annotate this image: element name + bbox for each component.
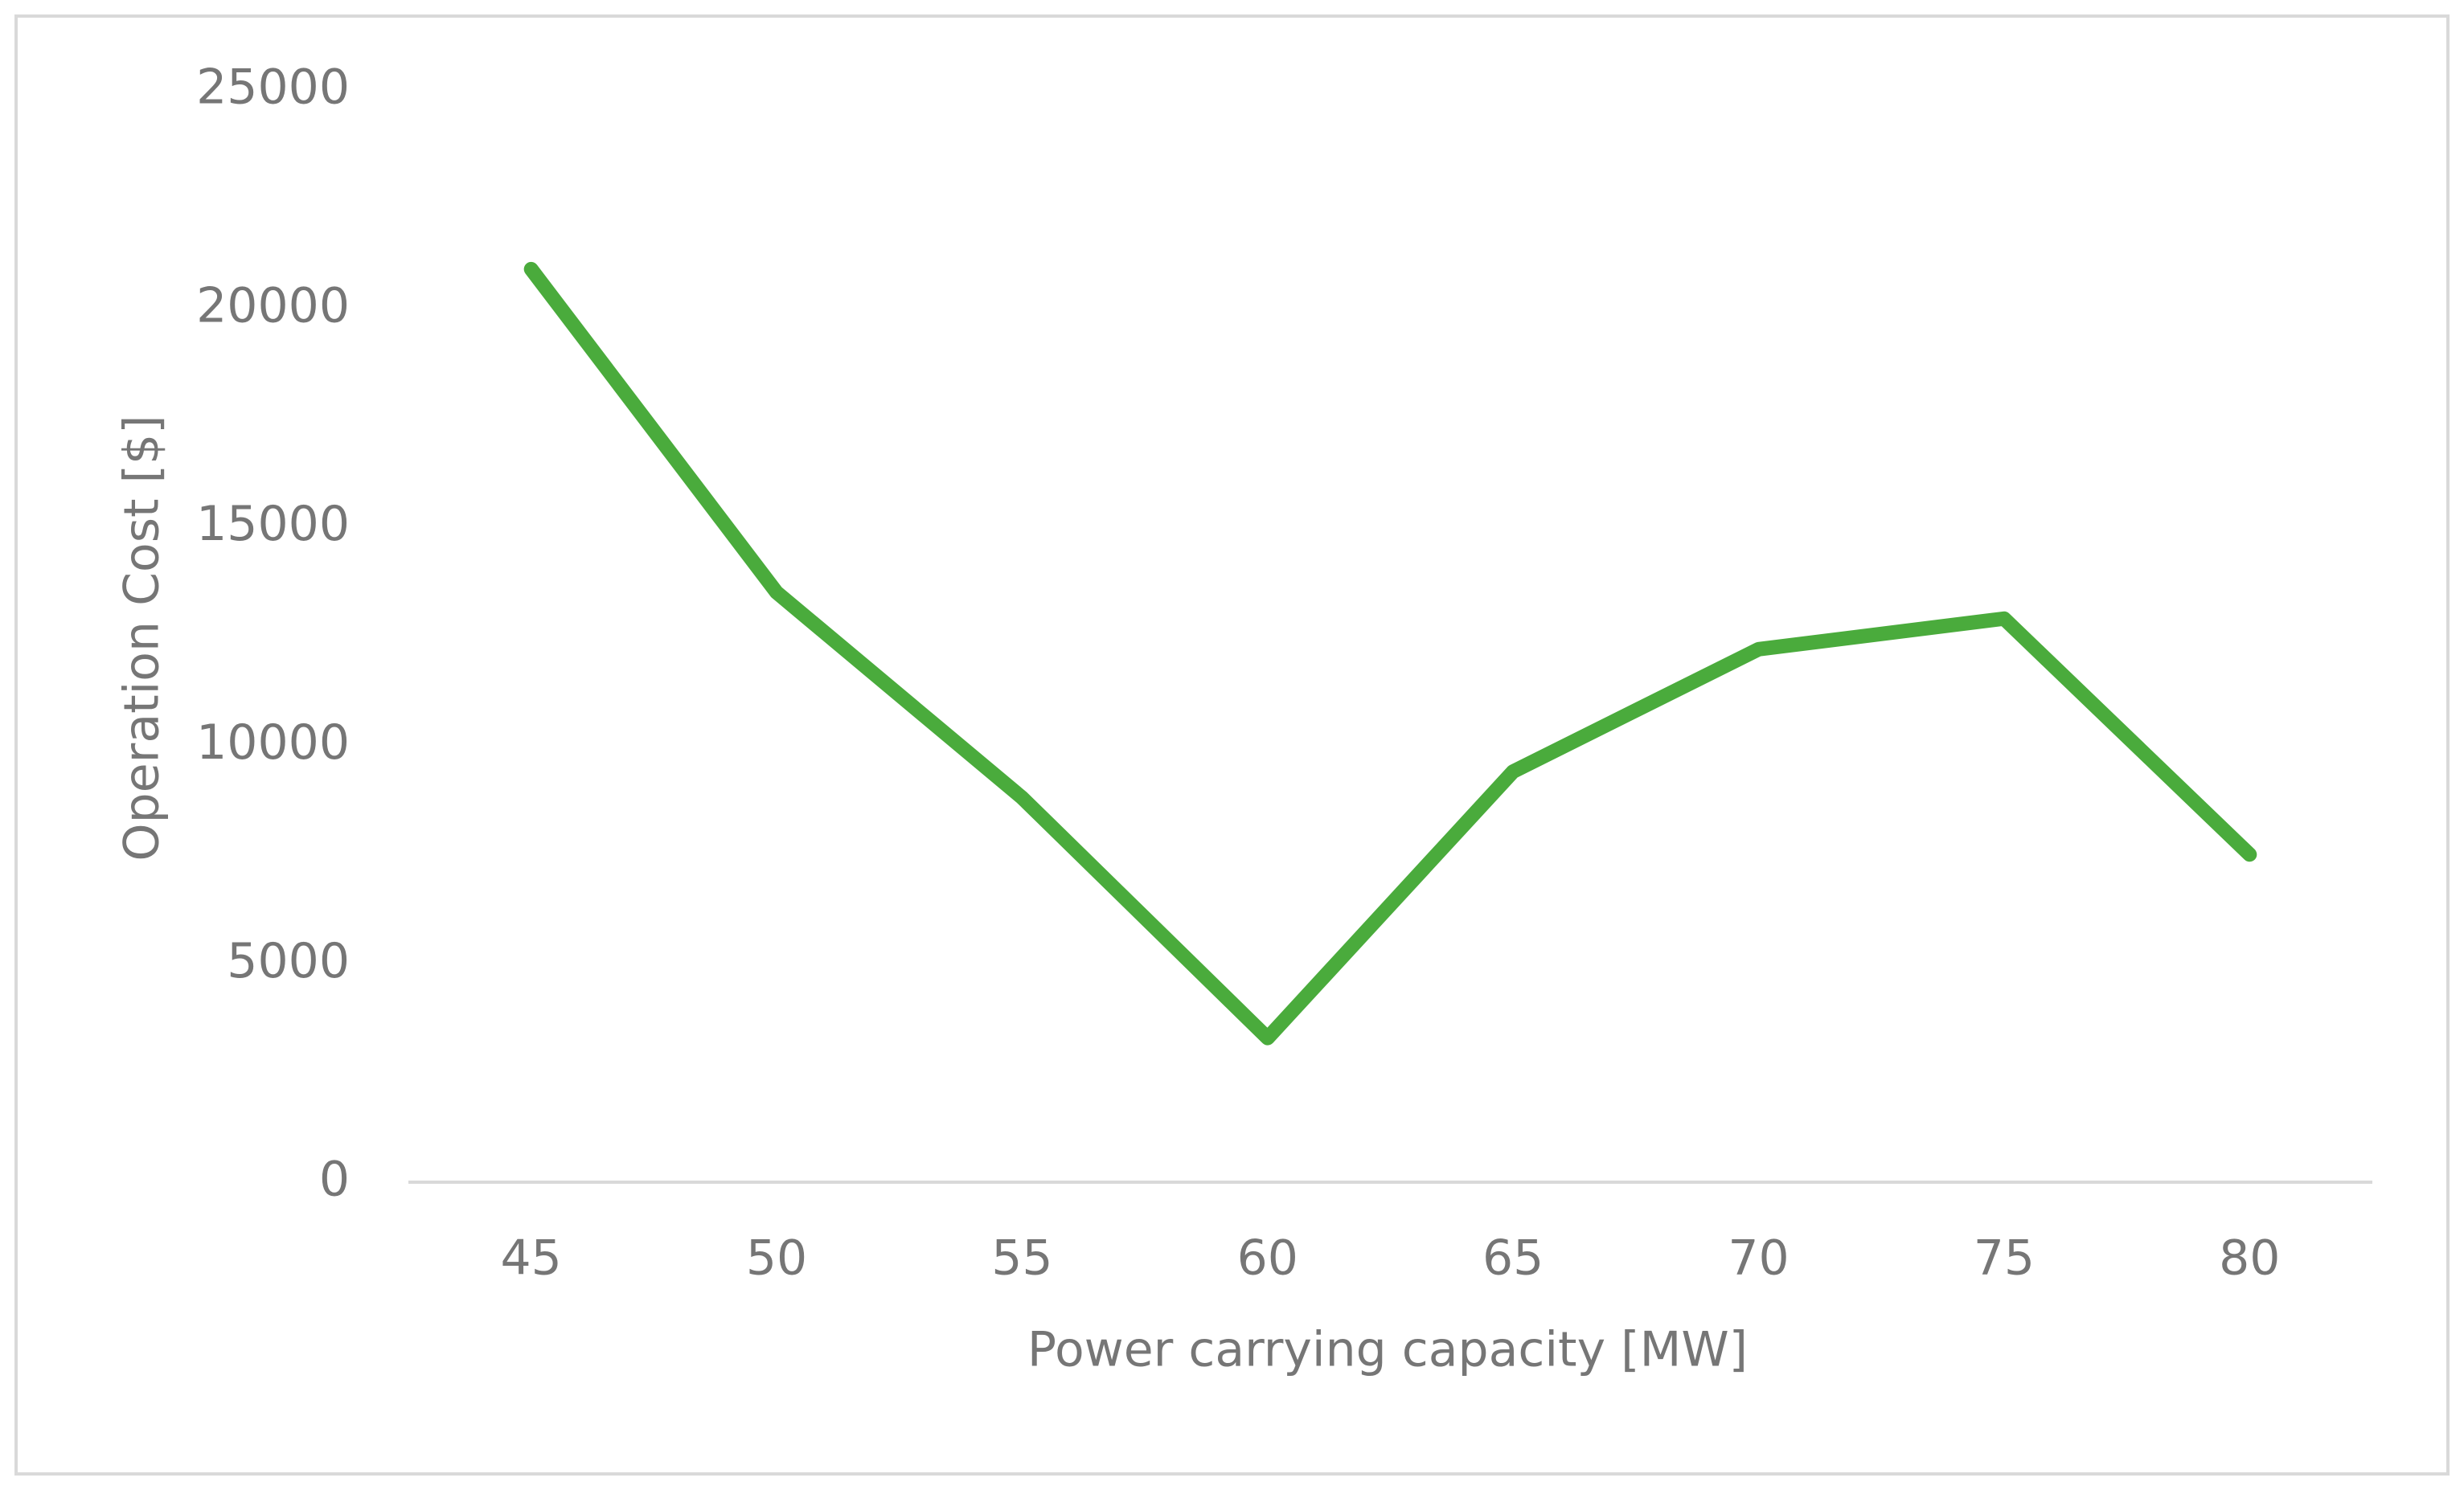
y-tick-label: 0 [319, 1152, 350, 1208]
x-tick-label: 55 [991, 1230, 1052, 1287]
y-tick-label: 5000 [227, 933, 350, 989]
x-axis-title: Power carrying capacity [MW] [1027, 1322, 1748, 1378]
y-tick-label: 25000 [196, 59, 350, 116]
x-tick-label: 50 [746, 1230, 807, 1287]
y-tick-label: 15000 [196, 496, 350, 552]
x-tick-label: 80 [2219, 1230, 2280, 1287]
y-tick-label: 10000 [196, 714, 350, 771]
x-tick-label: 60 [1237, 1230, 1298, 1287]
x-tick-label: 70 [1728, 1230, 1789, 1287]
x-tick-label: 65 [1482, 1230, 1544, 1287]
x-tick-label: 75 [1974, 1230, 2035, 1287]
chart-border [14, 14, 2450, 1476]
y-tick-label: 20000 [196, 277, 350, 334]
data-line [523, 261, 2257, 1046]
y-axis-title: Operation Cost [$] [114, 415, 170, 861]
x-tick-label: 45 [501, 1230, 562, 1287]
